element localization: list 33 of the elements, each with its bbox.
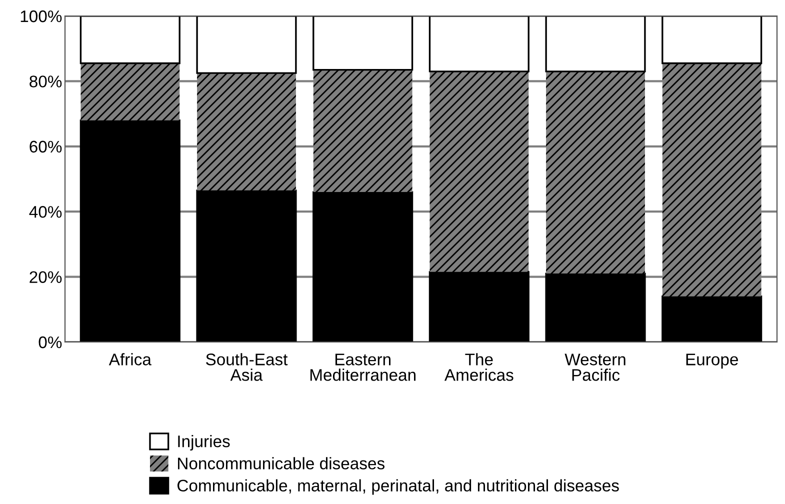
x-tick-label: Western Pacific	[564, 354, 626, 381]
y-tick-label: 0%	[38, 336, 62, 348]
bar	[545, 272, 646, 342]
bar	[196, 16, 297, 74]
bar	[428, 271, 530, 342]
x-tick-label: Eastern Mediterranean	[310, 354, 416, 381]
y-tick-label: 60%	[30, 140, 62, 153]
x-tick-label: South-East Asia	[206, 353, 288, 381]
bar	[545, 16, 646, 72]
y-tick-label: 40%	[29, 206, 62, 218]
bar	[430, 71, 529, 272]
bar	[662, 296, 762, 342]
y-tick-label: 20%	[30, 271, 62, 284]
legend-label: Injuries	[178, 435, 230, 451]
bar	[312, 16, 414, 71]
bar	[80, 63, 180, 120]
y-tick-label: 80%	[30, 76, 62, 88]
bar	[313, 70, 412, 192]
legend-label: Communicable, maternal, perinatal, and nutritional diseases	[178, 479, 619, 495]
bar	[312, 191, 414, 342]
bar	[196, 190, 297, 342]
legend-label: Noncommunicable diseases	[178, 457, 384, 470]
x-tick-label: Europe	[686, 354, 738, 369]
x-tick-label: The Americas	[444, 353, 514, 381]
x-tick-label: Africa	[108, 353, 152, 366]
y-tick-label: 100%	[20, 10, 62, 22]
bar	[197, 73, 296, 190]
bar	[662, 63, 762, 296]
bar	[546, 71, 645, 274]
bar	[80, 16, 180, 64]
bar	[80, 119, 180, 342]
bar	[428, 16, 530, 72]
bar	[662, 16, 762, 64]
